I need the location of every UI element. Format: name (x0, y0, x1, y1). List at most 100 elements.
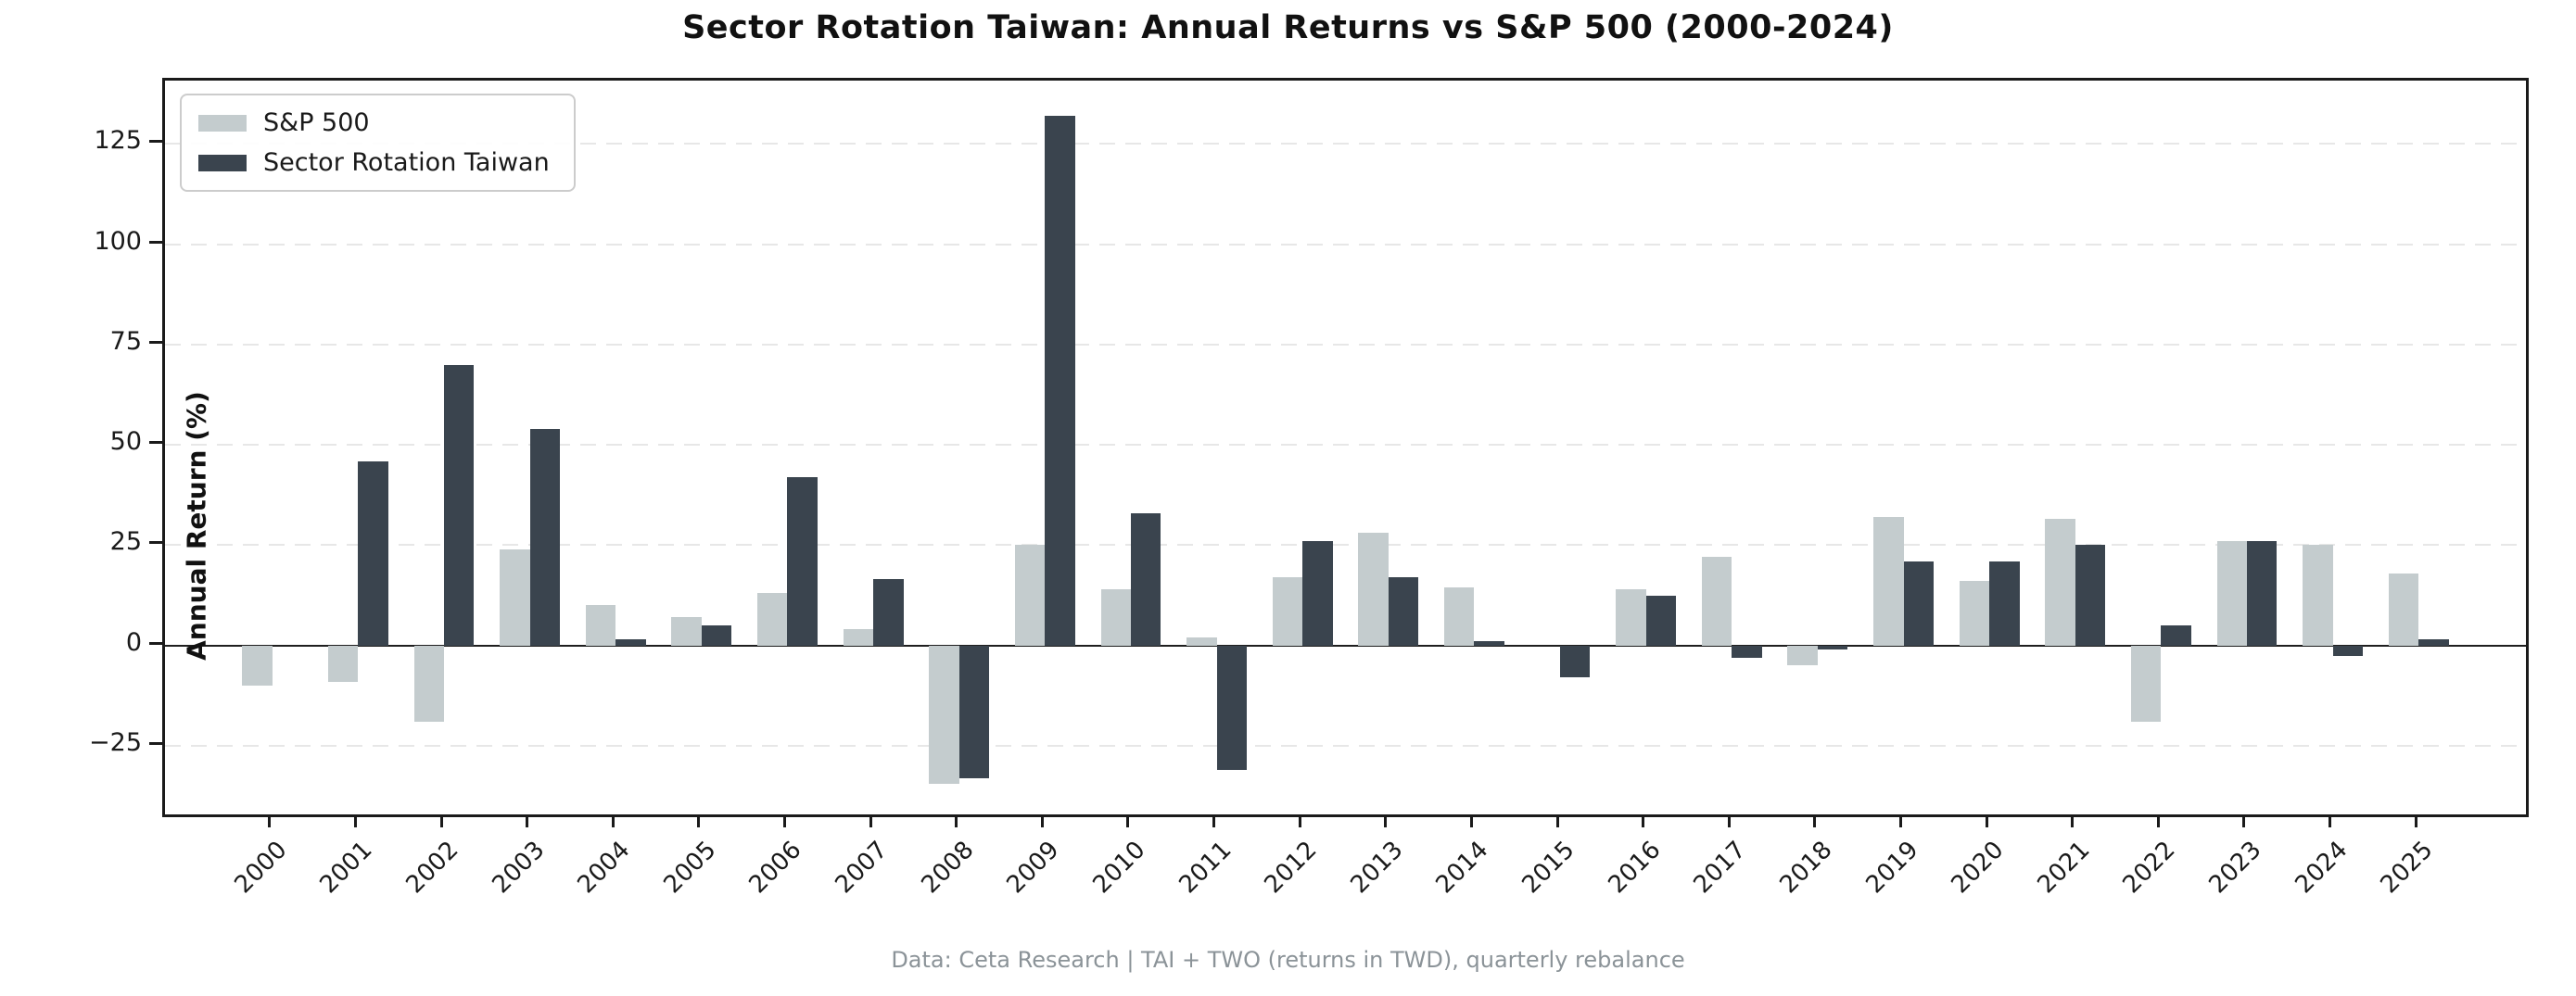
bar-sp500-2017 (1701, 557, 1732, 646)
x-tick-mark-2025 (2414, 814, 2417, 827)
x-tick-label-2023: 2023 (2203, 836, 2267, 900)
x-tick-mark-2016 (1642, 814, 1645, 827)
x-tick-mark-2014 (1469, 814, 1473, 827)
bar-sp500-2016 (1616, 589, 1646, 646)
gridline-25 (165, 544, 2526, 547)
y-axis-label: Annual Return (%) (181, 391, 212, 661)
x-tick-mark-2018 (1813, 814, 1817, 827)
y-tick-mark-25 (149, 541, 162, 545)
bar-sp500-2019 (1873, 517, 1904, 646)
bar-strategy-2018 (1817, 645, 1848, 650)
chart-title: Sector Rotation Taiwan: Annual Returns v… (682, 9, 1894, 46)
bar-strategy-2006 (787, 476, 818, 646)
bar-strategy-2021 (2075, 545, 2106, 646)
x-tick-mark-2002 (439, 814, 443, 827)
legend-label-strategy: Sector Rotation Taiwan (263, 148, 550, 177)
x-tick-mark-2007 (869, 814, 872, 827)
legend-item-strategy: Sector Rotation Taiwan (198, 148, 550, 177)
y-tick-label--25: −25 (89, 727, 142, 757)
legend-swatch-strategy (198, 154, 247, 171)
bar-sp500-2011 (1186, 637, 1217, 646)
gridline--25 (165, 744, 2526, 747)
bar-sp500-2013 (1358, 533, 1389, 646)
x-tick-mark-2005 (697, 814, 701, 827)
legend-item-sp500: S&P 500 (198, 108, 550, 137)
x-tick-mark-2011 (1212, 814, 1216, 827)
x-tick-mark-2006 (782, 814, 786, 827)
x-tick-mark-2000 (268, 814, 272, 827)
bar-sp500-2012 (1272, 577, 1303, 646)
bar-strategy-2015 (1560, 645, 1591, 678)
x-tick-mark-2012 (1298, 814, 1301, 827)
y-tick-mark-125 (149, 140, 162, 144)
bar-sp500-2000 (242, 645, 273, 686)
x-tick-mark-2023 (2242, 814, 2246, 827)
bar-sp500-2022 (2130, 645, 2162, 722)
x-tick-mark-2010 (1126, 814, 1130, 827)
bar-sp500-2023 (2216, 541, 2247, 646)
x-tick-mark-2008 (955, 814, 958, 827)
y-tick-mark--25 (149, 741, 162, 745)
bar-sp500-2001 (327, 645, 359, 682)
bar-strategy-2012 (1302, 541, 1333, 646)
x-tick-label-2015: 2015 (1516, 836, 1580, 900)
bar-strategy-2014 (1474, 641, 1504, 646)
bar-strategy-2024 (2332, 645, 2363, 656)
bar-strategy-2016 (1645, 595, 1677, 646)
y-tick-mark-0 (149, 641, 162, 645)
x-tick-mark-2001 (353, 814, 357, 827)
x-tick-mark-2013 (1384, 814, 1388, 827)
x-tick-mark-2003 (526, 814, 529, 827)
bar-sp500-2008 (929, 645, 959, 785)
zero-line (165, 644, 2526, 647)
bar-strategy-2020 (1989, 561, 2020, 646)
footer-note: Data: Ceta Research | TAI + TWO (returns… (891, 947, 1685, 973)
bar-sp500-2024 (2303, 545, 2333, 646)
y-tick-label-125: 125 (94, 126, 142, 156)
bar-strategy-2025 (2418, 639, 2449, 646)
bar-sp500-2004 (585, 605, 616, 646)
bar-sp500-2006 (757, 593, 788, 646)
x-tick-mark-2015 (1555, 814, 1559, 827)
bar-strategy-2023 (2246, 541, 2278, 646)
y-tick-label-100: 100 (94, 226, 142, 256)
bar-sp500-2020 (1959, 581, 1990, 646)
legend-label-sp500: S&P 500 (263, 108, 370, 137)
bar-strategy-2011 (1216, 645, 1247, 770)
y-tick-label-50: 50 (109, 427, 142, 457)
y-tick-mark-75 (149, 340, 162, 344)
plot-area: S&P 500 Sector Rotation Taiwan Annual Re… (162, 78, 2529, 817)
bar-strategy-2003 (529, 428, 561, 646)
bar-strategy-2001 (358, 460, 388, 646)
bar-strategy-2008 (958, 645, 990, 778)
y-tick-mark-50 (149, 441, 162, 445)
y-tick-label-0: 0 (125, 627, 142, 657)
y-tick-label-75: 75 (109, 326, 142, 356)
x-tick-mark-2009 (1040, 814, 1044, 827)
bar-sp500-2002 (413, 645, 444, 722)
x-tick-mark-2004 (611, 814, 615, 827)
y-tick-label-25: 25 (109, 527, 142, 557)
bar-sp500-2003 (500, 548, 530, 646)
bar-sp500-2025 (2388, 573, 2419, 646)
x-tick-mark-2019 (1899, 814, 1903, 827)
bar-sp500-2021 (2045, 519, 2075, 646)
y-tick-mark-100 (149, 240, 162, 244)
bar-sp500-2007 (843, 629, 874, 646)
bar-strategy-2019 (1903, 561, 1934, 646)
x-tick-mark-2022 (2156, 814, 2160, 827)
gridline-50 (165, 444, 2526, 447)
x-tick-label-2002: 2002 (400, 836, 464, 900)
gridline-75 (165, 343, 2526, 346)
x-tick-mark-2024 (2329, 814, 2332, 827)
x-tick-mark-2021 (2071, 814, 2075, 827)
bar-sp500-2014 (1444, 586, 1475, 646)
bar-sp500-2018 (1787, 645, 1818, 666)
bar-sp500-2009 (1014, 545, 1046, 646)
bar-sp500-2010 (1100, 589, 1131, 646)
bar-strategy-2007 (873, 579, 904, 646)
bar-strategy-2009 (1045, 116, 1075, 646)
bar-sp500-2005 (671, 617, 702, 646)
bar-strategy-2013 (1388, 577, 1419, 646)
